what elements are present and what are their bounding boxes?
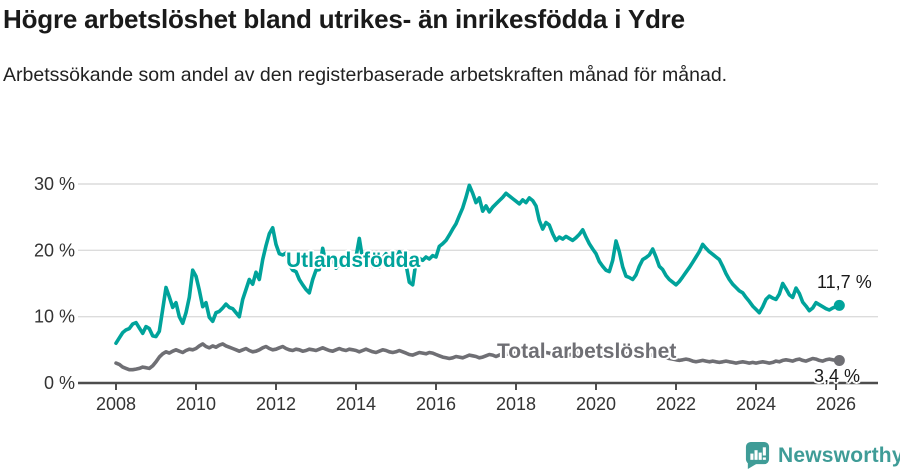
end-value-label-utlandsfodda: 11,7 %	[817, 272, 872, 292]
page-title: Högre arbetslöshet bland utrikes- än inr…	[3, 4, 685, 34]
x-tick-label: 2024	[736, 394, 776, 414]
y-tick-label: 10 %	[34, 307, 75, 327]
series-end-dot-total	[833, 354, 845, 366]
newsworthy-bubble-chart-icon	[745, 442, 770, 469]
y-tick-label: 20 %	[34, 240, 75, 260]
x-tick-label: 2018	[496, 394, 536, 414]
x-tick-label: 2022	[656, 394, 696, 414]
x-tick-label: 2014	[336, 394, 376, 414]
series-line-utlandsfodda	[114, 183, 842, 346]
newsworthy-wordmark: Newsworthy	[778, 443, 900, 467]
end-value-label-total: 3,4 %	[814, 366, 861, 386]
series-label-utlandsfodda: Utlandsfödda	[286, 249, 421, 272]
series-end-dot-utlandsfodda	[833, 299, 845, 311]
y-tick-label: 30 %	[34, 174, 75, 194]
series-line-total	[114, 342, 842, 372]
newsworthy-logo[interactable]: Newsworthy	[744, 441, 900, 470]
page-subtitle: Arbetssökande som andel av den registerb…	[3, 64, 728, 86]
series-label-total-arbetsloshet: Total arbetslöshet	[497, 340, 677, 363]
x-tick-label: 2012	[256, 394, 296, 414]
x-tick-label: 2010	[176, 394, 216, 414]
x-tick-label: 2026	[816, 394, 856, 414]
x-tick-label: 2016	[416, 394, 456, 414]
y-tick-label: 0 %	[44, 373, 75, 393]
x-tick-label: 2008	[96, 394, 136, 414]
x-tick-label: 2020	[576, 394, 616, 414]
